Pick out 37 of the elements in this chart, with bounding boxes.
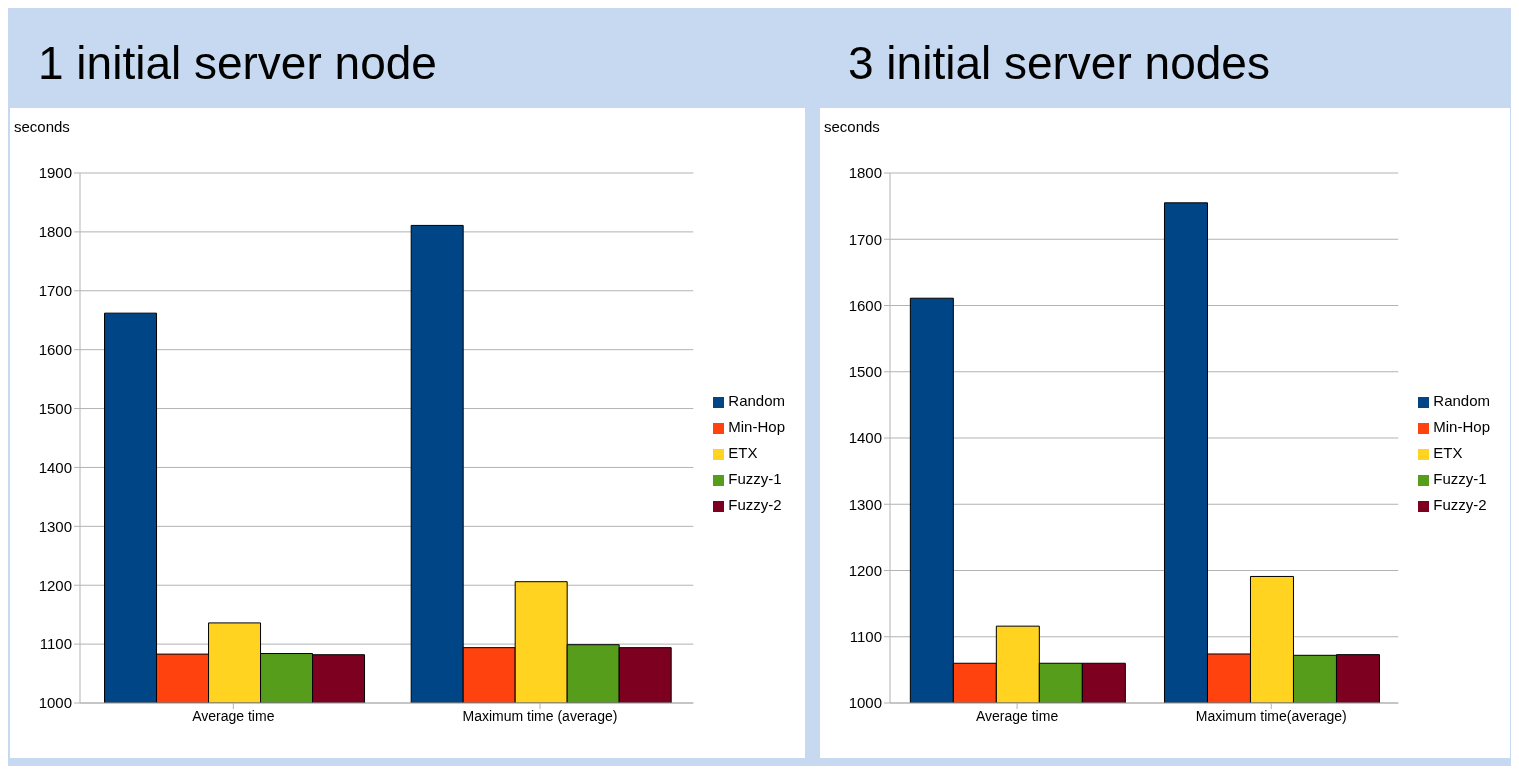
- x-tick-label: Maximum time(average): [1195, 707, 1347, 724]
- y-tick-label: 1600: [38, 340, 72, 358]
- y-axis-title: seconds: [14, 118, 70, 135]
- y-tick-label: 1600: [848, 296, 882, 314]
- y-tick-label: 1800: [848, 164, 882, 182]
- legend-label: Fuzzy-2: [728, 496, 782, 513]
- chart-title: 3 initial server nodes: [847, 36, 1271, 91]
- y-tick-label: 1500: [848, 363, 882, 381]
- legend-label: Random: [728, 392, 785, 409]
- legend-label: Min-Hop: [1433, 418, 1490, 435]
- y-tick-label: 1100: [849, 628, 882, 646]
- y-tick-label: 1000: [38, 694, 72, 712]
- legend-label: Fuzzy-1: [728, 470, 782, 487]
- y-tick-label: 1100: [39, 635, 72, 653]
- legend-label: Random: [1433, 392, 1490, 409]
- y-tick-label: 1200: [848, 561, 882, 579]
- x-tick-label: Average time: [975, 707, 1059, 724]
- y-tick-label: 1700: [848, 230, 882, 248]
- y-tick-label: 1800: [38, 223, 72, 241]
- x-tick-label: Average time: [192, 707, 275, 724]
- y-tick-label: 1500: [38, 399, 72, 417]
- y-tick-label: 1000: [848, 694, 882, 712]
- x-tick-label: Maximum time (average): [462, 707, 618, 724]
- legend-label: Min-Hop: [728, 418, 785, 435]
- legend-label: ETX: [1433, 444, 1463, 461]
- y-tick-label: 1900: [38, 164, 72, 182]
- y-tick-label: 1700: [38, 282, 72, 300]
- legend-label: Fuzzy-2: [1433, 496, 1487, 513]
- y-tick-label: 1300: [848, 495, 882, 513]
- y-tick-label: 1300: [38, 517, 72, 535]
- y-axis-title: seconds: [824, 118, 880, 135]
- legend-label: Fuzzy-1: [1433, 470, 1487, 487]
- y-tick-label: 1400: [848, 429, 882, 447]
- y-tick-label: 1400: [38, 458, 72, 476]
- legend-label: ETX: [728, 444, 758, 461]
- y-tick-label: 1200: [38, 576, 72, 594]
- chart-title: 1 initial server node: [37, 36, 438, 91]
